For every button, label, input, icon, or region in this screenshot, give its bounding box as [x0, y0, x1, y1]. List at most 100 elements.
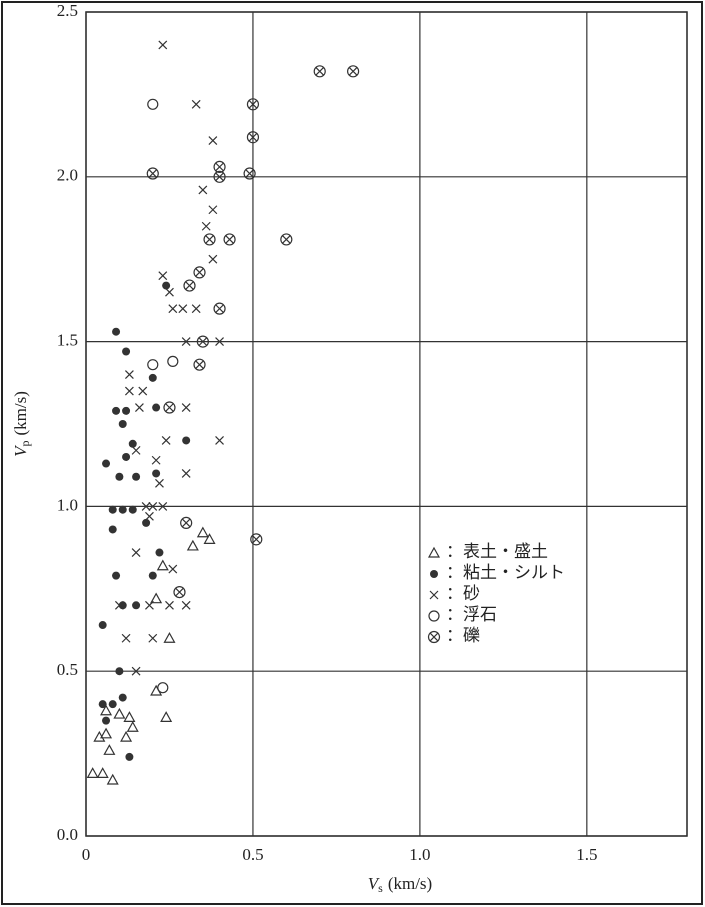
point — [167, 355, 179, 367]
point — [152, 469, 161, 478]
marker-shape — [215, 172, 224, 182]
point — [128, 505, 137, 514]
marker-shape — [429, 590, 439, 600]
point — [208, 205, 218, 215]
marker-shape — [315, 67, 325, 76]
marker-shape — [246, 98, 260, 111]
marker-shape — [121, 633, 131, 643]
point — [198, 185, 208, 195]
point — [165, 600, 174, 610]
point — [122, 452, 131, 461]
marker-shape — [118, 420, 127, 428]
marker-shape — [196, 335, 209, 348]
point — [128, 439, 137, 448]
point — [108, 700, 117, 709]
marker-shape — [150, 592, 163, 604]
marker-shape — [181, 600, 191, 610]
point — [163, 632, 176, 643]
point — [108, 525, 117, 534]
point — [112, 406, 121, 415]
marker-shape — [215, 436, 224, 445]
point — [118, 693, 127, 702]
marker-shape — [191, 304, 201, 314]
point — [161, 436, 171, 445]
marker-shape — [428, 610, 440, 622]
marker-shape — [123, 711, 136, 722]
marker-shape — [215, 304, 224, 313]
marker-shape — [120, 730, 133, 742]
point — [155, 478, 164, 488]
point — [115, 472, 124, 481]
marker-shape — [124, 370, 134, 379]
marker-shape — [152, 403, 161, 412]
point — [158, 40, 168, 50]
legend-label: ：表土・盛土 — [446, 542, 548, 561]
point — [125, 752, 134, 761]
marker-shape — [213, 170, 226, 183]
point — [98, 700, 107, 709]
marker-shape — [128, 505, 137, 514]
marker-shape — [178, 304, 188, 314]
legend-marker — [427, 630, 441, 644]
marker-shape — [122, 347, 131, 356]
point — [126, 720, 139, 732]
point — [141, 501, 151, 511]
point — [138, 386, 148, 396]
marker-shape — [282, 235, 291, 244]
point — [182, 436, 191, 445]
marker-shape — [108, 700, 117, 709]
marker-shape — [208, 205, 218, 215]
marker-shape — [348, 67, 358, 76]
legend-marker — [429, 590, 439, 600]
point — [102, 459, 111, 468]
marker-shape — [215, 337, 224, 347]
point — [147, 98, 159, 110]
point — [115, 667, 124, 676]
marker-shape — [201, 221, 211, 231]
legend-marker — [430, 570, 438, 578]
marker-shape — [114, 600, 124, 610]
point — [96, 767, 109, 778]
marker-shape — [141, 501, 151, 511]
point — [148, 501, 158, 511]
point — [208, 254, 218, 264]
point — [122, 347, 131, 356]
point — [86, 767, 99, 778]
marker-shape — [191, 99, 201, 109]
marker-shape — [223, 233, 236, 246]
marker-shape — [213, 302, 226, 315]
point — [124, 386, 134, 396]
point — [100, 727, 113, 739]
point — [250, 533, 263, 546]
y-tick-label: 2.5 — [57, 1, 78, 20]
marker-shape — [208, 136, 218, 145]
marker-shape — [196, 526, 209, 538]
point — [142, 518, 151, 527]
point — [148, 373, 157, 382]
marker-shape — [180, 516, 193, 529]
point — [196, 526, 209, 538]
marker-shape — [429, 632, 439, 642]
point — [213, 302, 226, 315]
point — [193, 266, 206, 279]
marker-shape — [148, 501, 158, 511]
point — [193, 358, 206, 371]
marker-shape — [248, 99, 258, 109]
point — [145, 600, 154, 610]
x-axis-label: Vs (km/s) — [368, 874, 432, 895]
point — [196, 335, 209, 348]
marker-shape — [145, 600, 154, 610]
marker-shape — [248, 132, 258, 142]
marker-shape — [102, 716, 111, 725]
point — [173, 585, 186, 599]
marker-shape — [108, 525, 117, 534]
marker-shape — [152, 469, 161, 478]
marker-shape — [243, 167, 256, 180]
point — [121, 633, 131, 643]
y-axis-label: Vp (km/s) — [11, 391, 32, 457]
point — [150, 592, 163, 604]
marker-shape — [148, 169, 158, 178]
point — [122, 406, 131, 415]
point — [163, 401, 176, 414]
point — [146, 167, 159, 180]
